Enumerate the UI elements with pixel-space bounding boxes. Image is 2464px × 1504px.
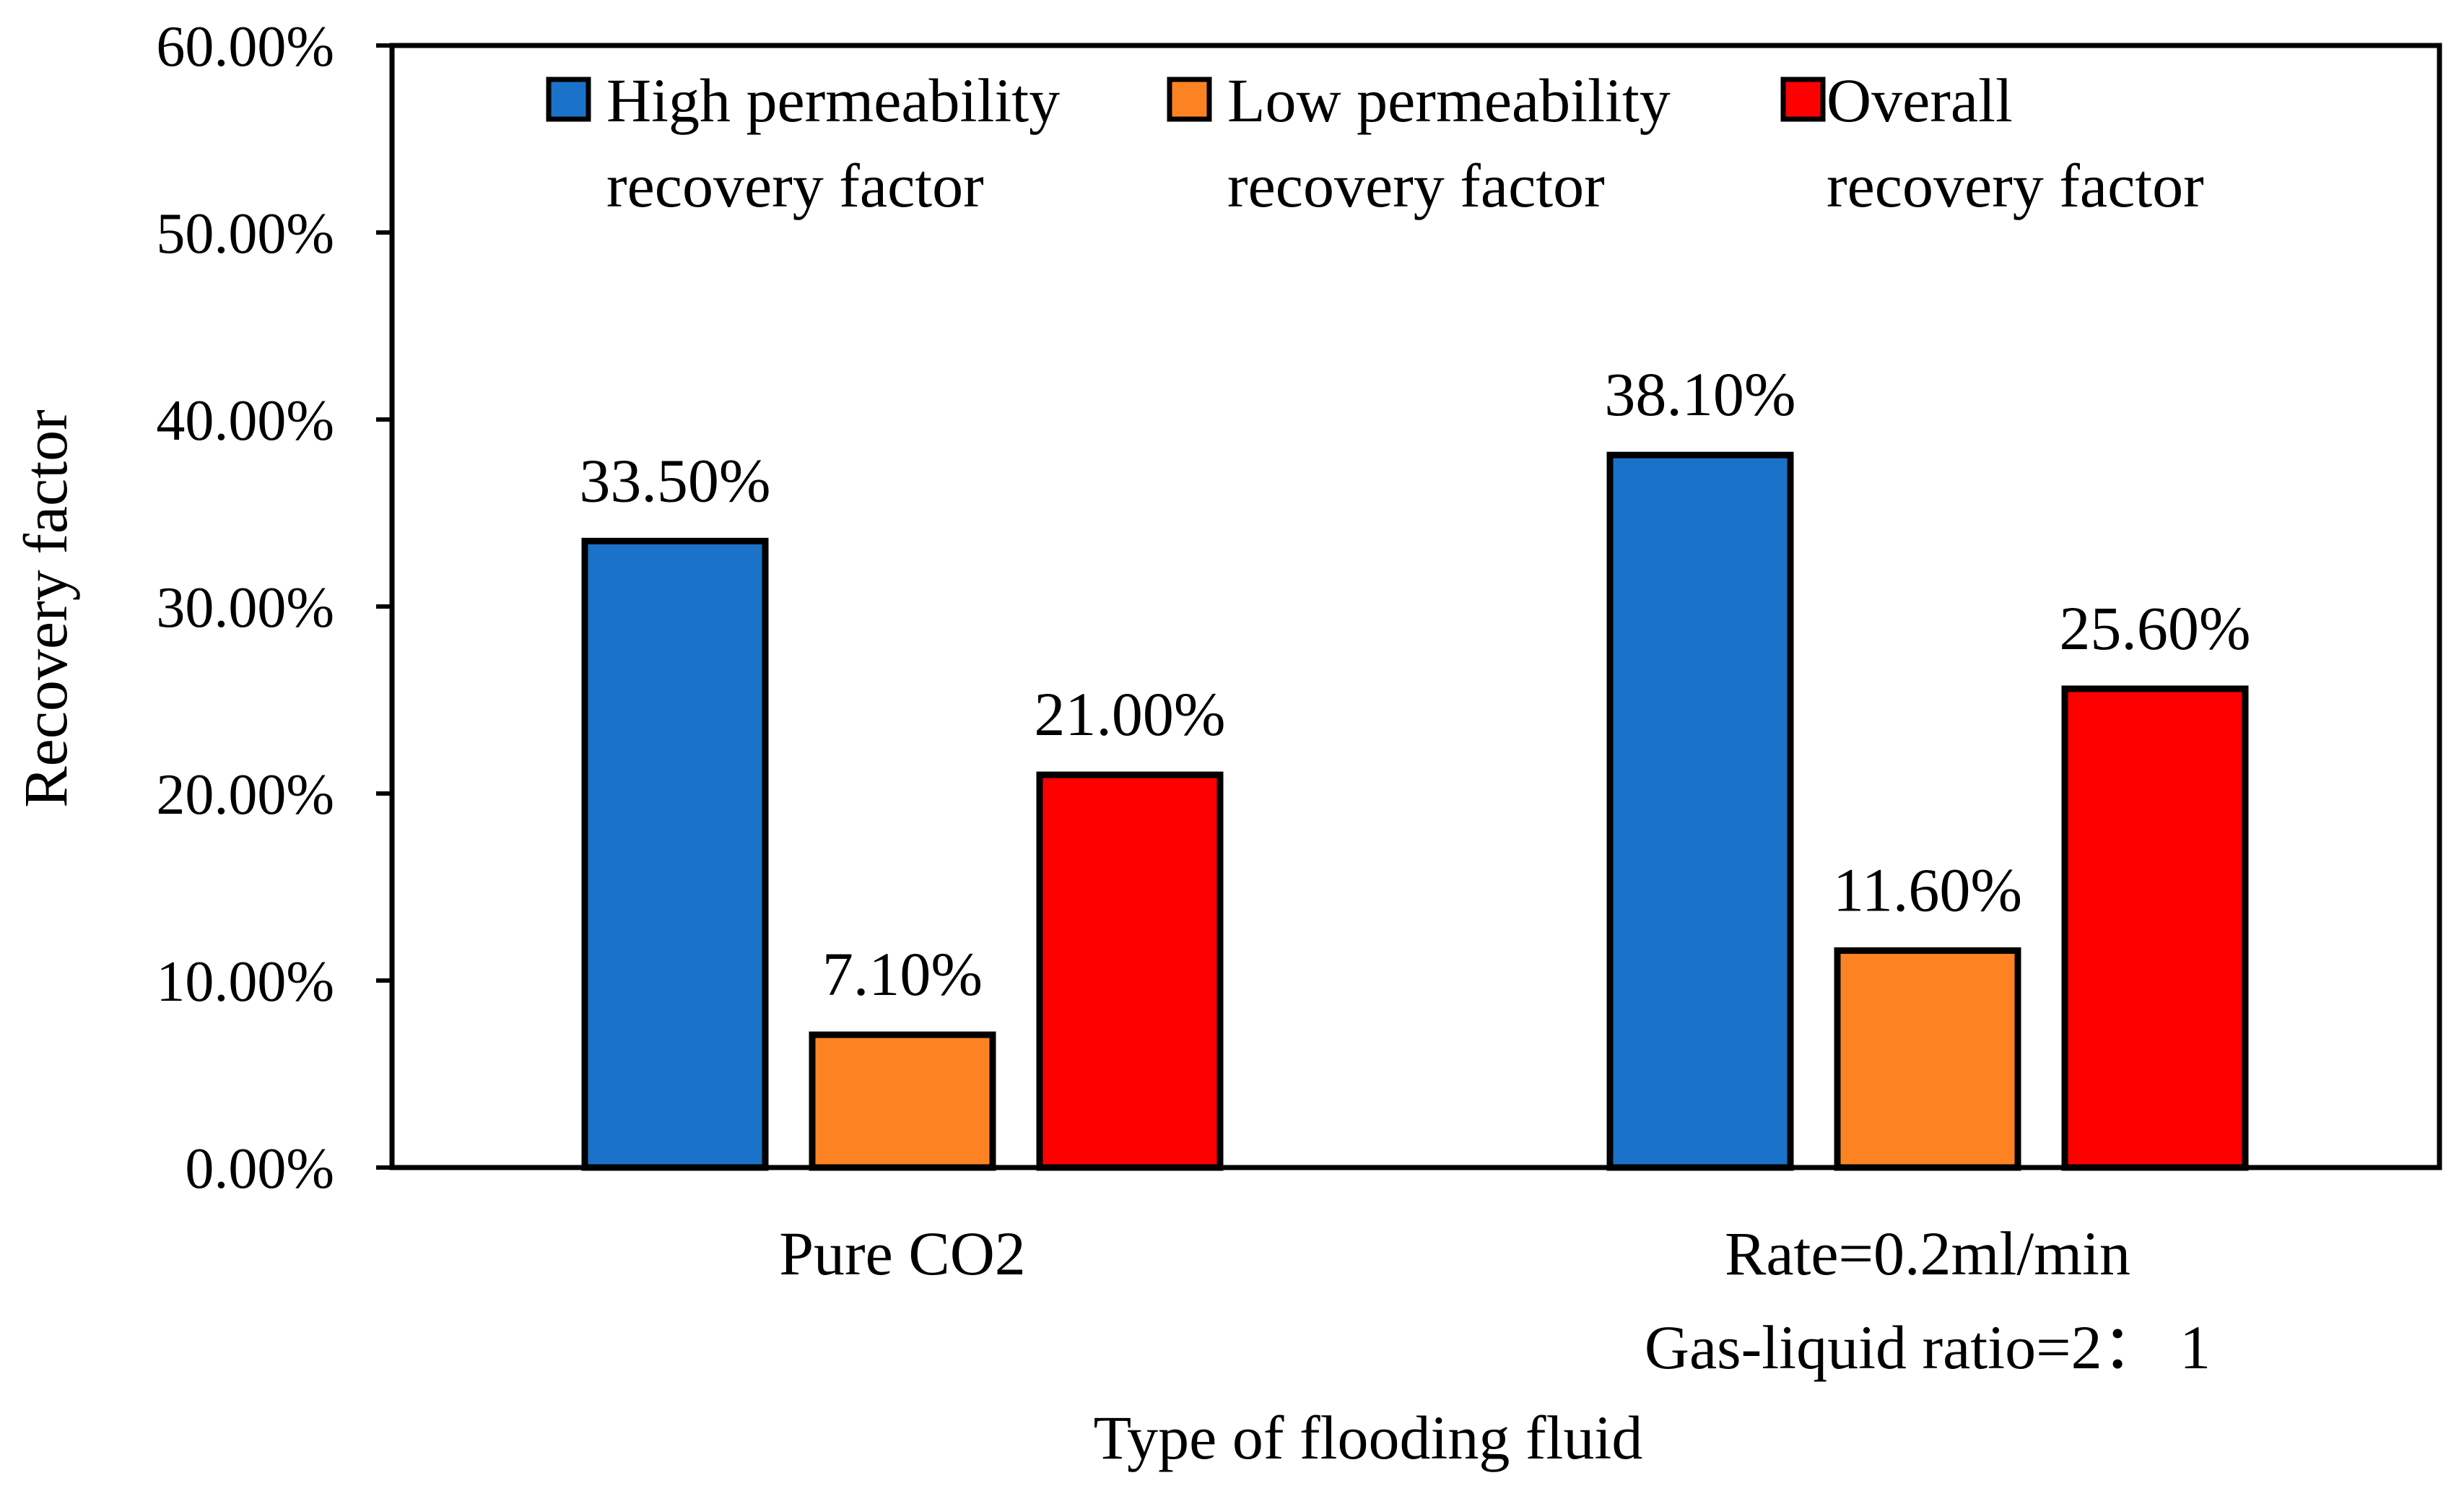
y-tick-label: 60.00% xyxy=(156,15,334,79)
y-tick-label: 50.00% xyxy=(156,202,334,266)
y-tick-label: 20.00% xyxy=(156,763,334,827)
bar-value-label: 38.10% xyxy=(1604,360,1795,429)
legend-label: recovery factor xyxy=(1827,151,2204,220)
bar-value-label: 25.60% xyxy=(2059,594,2250,663)
legend-label: recovery factor xyxy=(606,151,984,220)
y-tick-label: 0.00% xyxy=(185,1137,334,1201)
legend-label: recovery factor xyxy=(1227,151,1605,220)
legend-swatch xyxy=(546,77,591,122)
x-category-label: Pure CO2 xyxy=(779,1219,1026,1288)
bar xyxy=(581,537,769,1171)
x-category-label: Gas-liquid ratio=2： 1 xyxy=(1645,1313,2211,1382)
data-labels-group: 33.50% 38.10% 7.10% 11.60% 21.00% 25.60% xyxy=(579,360,2250,1009)
bar xyxy=(1834,947,2021,1171)
legend-label: High permeability xyxy=(606,66,1060,135)
y-tick-label: 40.00% xyxy=(156,389,334,453)
bar xyxy=(1036,771,1224,1171)
bar-value-label: 21.00% xyxy=(1034,679,1225,749)
bar-value-label: 7.10% xyxy=(822,939,983,1009)
legend-label: Overall xyxy=(1827,66,2013,135)
bar-value-label: 11.60% xyxy=(1833,856,2022,925)
legend-label: Low permeability xyxy=(1227,66,1671,135)
bar xyxy=(1606,451,1794,1171)
y-axis-title: Recovery factor xyxy=(11,409,80,808)
legend: High permeability recovery factor Low perm… xyxy=(546,66,2204,220)
legend-swatch xyxy=(1780,77,1826,122)
y-tick-label: 10.00% xyxy=(156,950,334,1014)
bars-group xyxy=(581,451,2249,1171)
legend-swatch xyxy=(1167,77,1212,122)
bar xyxy=(2061,685,2249,1171)
bar xyxy=(809,1031,996,1171)
x-category-label: Rate=0.2ml/min xyxy=(1725,1219,2130,1288)
y-tick-label: 30.00% xyxy=(156,576,334,640)
bar-value-label: 33.50% xyxy=(579,445,770,515)
axes-group: 0.00% 10.00% 20.00% 30.00% 40.00% 50.00% 60.00… xyxy=(156,15,2442,1382)
x-axis-title: Type of flooding fluid xyxy=(1094,1403,1643,1472)
